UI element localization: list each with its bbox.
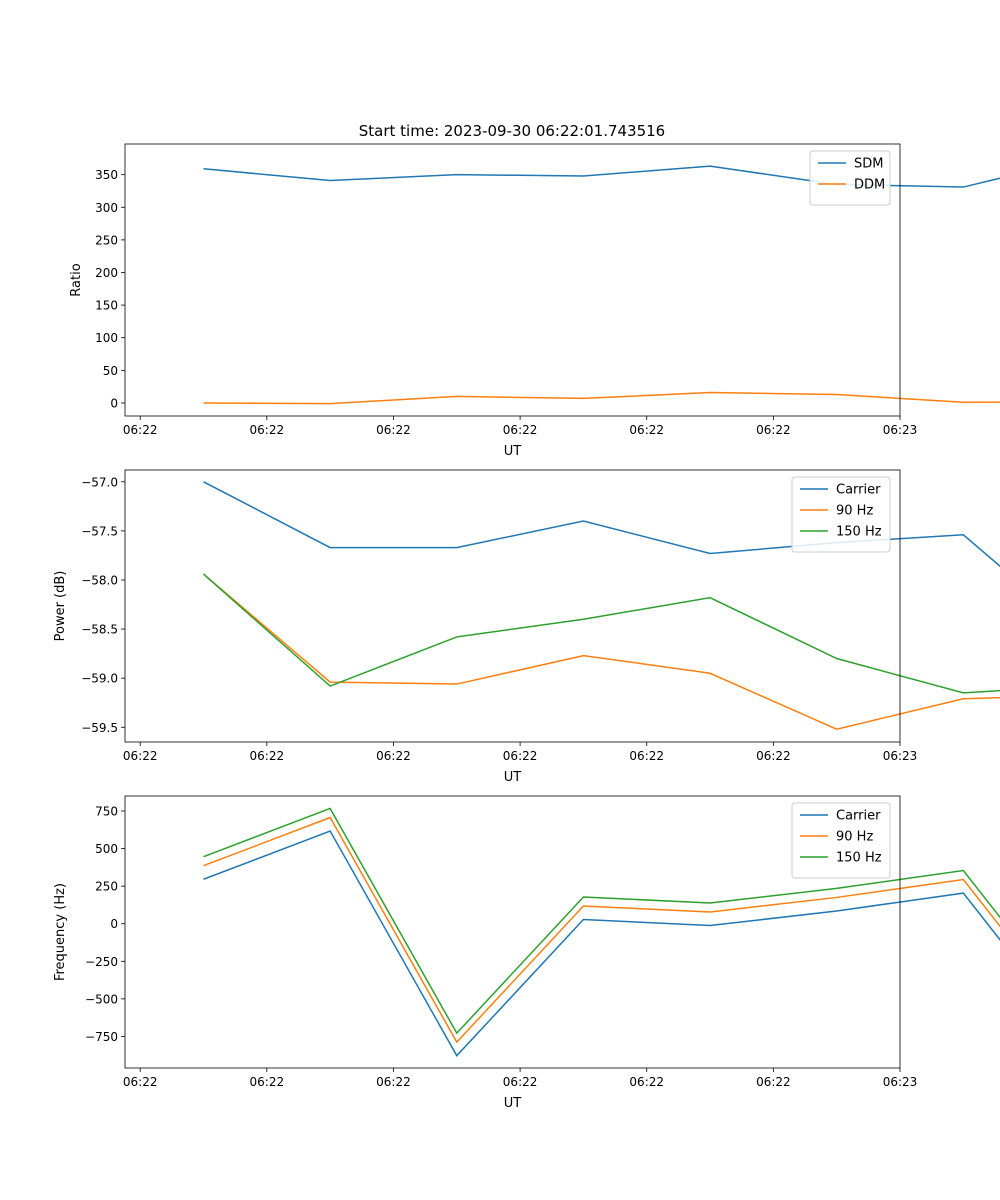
- x-tick-label: 06:22: [629, 423, 664, 437]
- x-tick-label: 06:22: [376, 423, 411, 437]
- axes-frame: [124, 143, 901, 417]
- x-tick-label: 06:22: [629, 749, 664, 763]
- y-tick-label: 0: [110, 917, 118, 931]
- frequency-panel: 06:22 06:22 06:22 06:22 06:22 06:22 06:23 −750 −…: [53, 795, 1000, 1111]
- x-tick-label: 06:22: [503, 423, 538, 437]
- x-tick-label: 06:22: [756, 423, 791, 437]
- y-tick-label: −59.0: [81, 672, 118, 686]
- y-tick-label: 350: [95, 168, 118, 182]
- y-axis-label: Ratio: [69, 263, 84, 296]
- power-panel: 06:22 06:22 06:22 06:22 06:22 06:22 06:23 −59.5…: [53, 469, 1000, 785]
- x-tick-label: 06:22: [629, 1075, 664, 1089]
- axes-frame: [124, 795, 901, 1069]
- x-tick-label: 06:22: [123, 749, 158, 763]
- y-axis-label: Power (dB): [53, 571, 68, 642]
- y-tick-label: 750: [95, 805, 118, 819]
- legend-label-150-hz: 150 Hz: [836, 851, 882, 866]
- y-axis-label: Frequency (Hz): [53, 883, 68, 981]
- legend-label-carrier: Carrier: [836, 483, 881, 498]
- legend-label-150-hz: 150 Hz: [836, 525, 882, 540]
- series-line-sdm: [203, 165, 1000, 188]
- y-tick-label: −500: [85, 992, 118, 1006]
- y-tick-label: −57.5: [81, 524, 118, 538]
- x-axis-label: UT: [504, 444, 522, 459]
- x-tick-label: 06:22: [376, 749, 411, 763]
- series-line-carrier: [203, 481, 1000, 568]
- x-tick-label: 06:22: [503, 1075, 538, 1089]
- figure-title: Start time: 2023-09-30 06:22:01.743516: [359, 122, 665, 140]
- y-tick-label: 0: [110, 396, 118, 410]
- legend-box: [791, 802, 891, 879]
- x-tick-label: 06:22: [503, 749, 538, 763]
- legend-label-90-hz: 90 Hz: [836, 504, 873, 519]
- legend: Carrier 90 Hz 150 Hz: [791, 802, 891, 879]
- y-tick-label: 50: [103, 364, 118, 378]
- series-line-150-hz: [203, 807, 1000, 1035]
- y-tick-label: 100: [95, 331, 118, 345]
- x-tick-label: 06:22: [376, 1075, 411, 1089]
- y-tick-label: 500: [95, 842, 118, 856]
- y-tick-label: −59.5: [81, 721, 118, 735]
- y-tick-label: 200: [95, 266, 118, 280]
- y-tick-label: −250: [85, 955, 118, 969]
- legend-label-ddm: DDM: [854, 178, 885, 193]
- legend-label-carrier: Carrier: [836, 809, 881, 824]
- axes-frame: [124, 469, 901, 743]
- x-tick-label: 06:22: [250, 749, 285, 763]
- series-line-150-hz: [203, 573, 1000, 694]
- x-tick-label: 06:22: [250, 1075, 285, 1089]
- y-tick-label: −750: [85, 1030, 118, 1044]
- x-tick-label: 06:23: [883, 423, 918, 437]
- x-tick-label: 06:22: [250, 423, 285, 437]
- y-tick-label: 150: [95, 299, 118, 313]
- y-tick-label: −58.0: [81, 573, 118, 587]
- legend-label-90-hz: 90 Hz: [836, 830, 873, 845]
- y-tick-label: 250: [95, 233, 118, 247]
- legend-label-sdm: SDM: [854, 157, 883, 172]
- y-tick-label: −58.5: [81, 623, 118, 637]
- x-tick-label: 06:22: [756, 1075, 791, 1089]
- series-line-90-hz: [203, 816, 1000, 1044]
- legend-box: [809, 150, 891, 206]
- x-tick-label: 06:22: [123, 423, 158, 437]
- legend: SDM DDM: [809, 150, 891, 206]
- x-tick-label: 06:23: [883, 1075, 918, 1089]
- x-tick-label: 06:23: [883, 749, 918, 763]
- y-tick-label: −57.0: [81, 475, 118, 489]
- y-tick-label: 300: [95, 201, 118, 215]
- legend-box: [791, 476, 891, 553]
- x-tick-label: 06:22: [756, 749, 791, 763]
- x-axis-label: UT: [504, 1096, 522, 1111]
- series-line-carrier: [203, 830, 1000, 1057]
- legend: Carrier 90 Hz 150 Hz: [791, 476, 891, 553]
- y-tick-label: 250: [95, 880, 118, 894]
- x-tick-label: 06:22: [123, 1075, 158, 1089]
- ratio-panel: 06:22 06:22 06:22 06:22 06:22 06:22 06:23 0 50 10…: [69, 143, 1000, 459]
- series-line-ddm: [203, 391, 1000, 405]
- series-line-90-hz: [203, 573, 1000, 731]
- x-axis-label: UT: [504, 770, 522, 785]
